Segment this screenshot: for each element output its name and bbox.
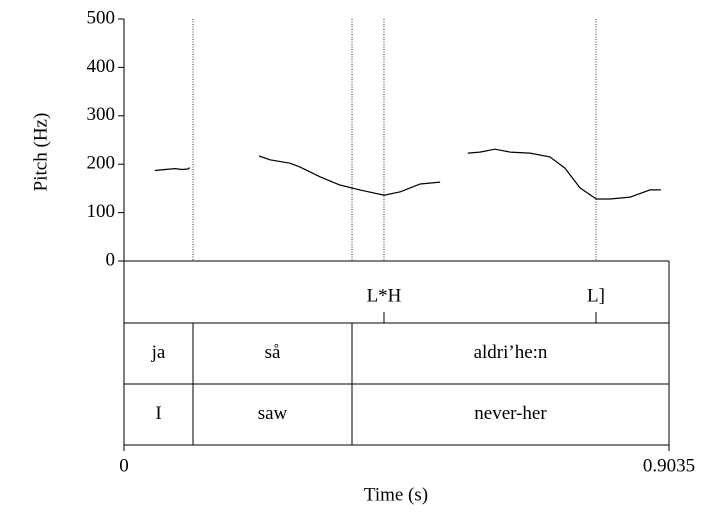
word-label: ja [151,342,166,363]
y-tick-label: 0 [106,249,116,270]
x-tick-label: 0.9035 [643,455,695,476]
pitch-contour [154,148,661,200]
y-tick-label: 100 [87,201,116,222]
y-axis-label: Pitch (Hz) [30,113,51,192]
word-label: så [265,342,281,363]
x-axis-label: Time (s) [364,484,428,505]
gloss-label: I [155,403,161,424]
gloss-label: saw [258,403,288,424]
y-tick-label: 200 [87,153,116,174]
y-tick-label: 500 [87,7,116,28]
y-tick-label: 400 [87,56,116,77]
tone-label: L] [587,285,605,306]
tone-label: L*H [367,285,402,306]
gloss-label: never-her [474,403,547,424]
y-tick-label: 300 [87,104,116,125]
word-label: aldri’he:n [474,342,548,363]
x-tick-label: 0 [119,455,129,476]
